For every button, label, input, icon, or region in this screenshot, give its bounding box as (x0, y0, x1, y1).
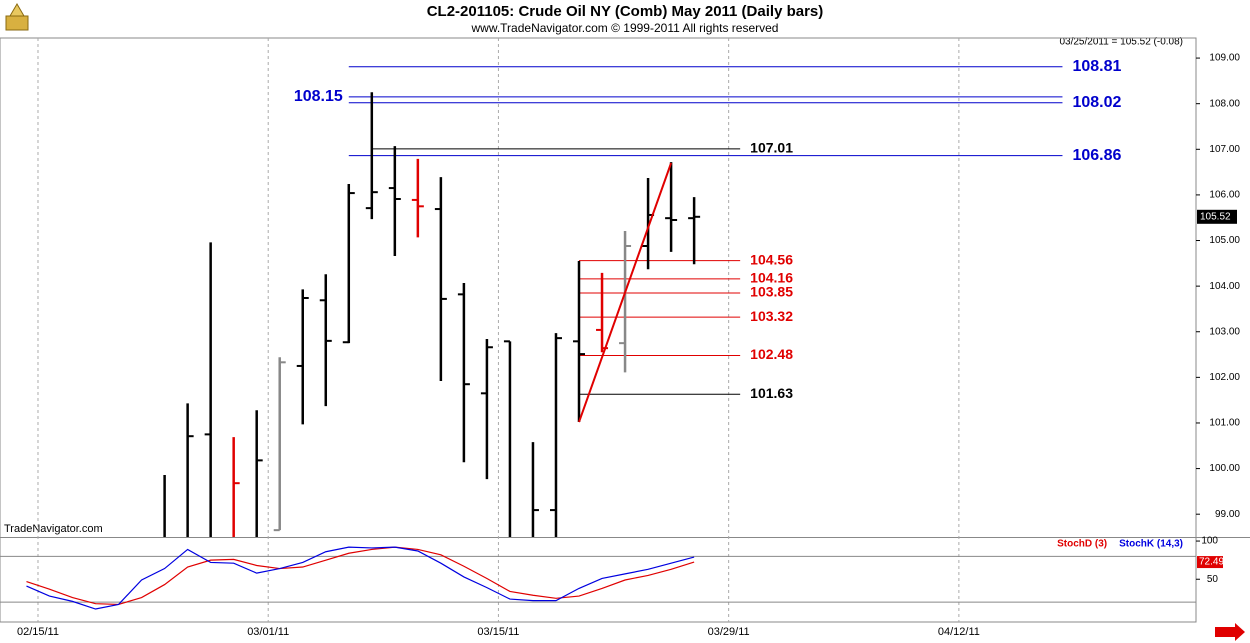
ohlc-bar (434, 177, 447, 382)
title: CL2-201105: Crude Oil NY (Comb) May 2011… (427, 3, 824, 20)
level-label: 104.16 (750, 270, 793, 286)
logo (5, 3, 29, 31)
level-label: 106.86 (1072, 147, 1121, 164)
legend-entry: StochK (14,3) (1119, 539, 1183, 550)
scroll-arrow[interactable] (1215, 623, 1245, 641)
level-label: 107.01 (750, 140, 793, 156)
ohlc-bar (163, 474, 166, 537)
level-label: 103.85 (750, 284, 793, 300)
stoch-line (26, 546, 695, 610)
level-label: 108.81 (1072, 58, 1121, 75)
ohlc-bar (480, 339, 493, 480)
level-label: 101.63 (750, 385, 793, 401)
ohlc-bar (457, 282, 470, 463)
y-tick-label: 104.00 (1209, 281, 1240, 292)
last-price-box (1197, 209, 1237, 224)
ohlc-bar (503, 340, 512, 537)
level-label: 108.15 (294, 88, 343, 105)
stoch-line (26, 546, 695, 606)
level-label: 102.48 (750, 346, 793, 362)
last-price-label: 105.52 (1200, 211, 1231, 222)
y-tick-label: 105.00 (1209, 235, 1240, 246)
stoch-plot (26, 546, 695, 610)
ohlc-bar (388, 146, 401, 257)
trendline (578, 162, 673, 423)
ohlc-bar (255, 410, 263, 537)
ohlc-bar (365, 92, 378, 220)
x-tick-label: 04/12/11 (938, 626, 980, 638)
last-value-label: 72.49 (1199, 557, 1224, 568)
y-tick-label: 108.00 (1209, 98, 1240, 109)
y-tick-label: 101.00 (1209, 418, 1240, 429)
level-label: 103.32 (750, 308, 793, 324)
ohlc-bar (531, 442, 539, 537)
watermark: TradeNavigator.com (4, 523, 103, 535)
ohlc-bar (619, 230, 632, 373)
ohlc-bar (319, 274, 332, 407)
y-tick-label: 106.00 (1209, 190, 1240, 201)
subtitle: www.TradeNavigator.com © 1999-2011 All r… (471, 21, 779, 35)
ohlc-bar (296, 289, 309, 425)
ohlc-bar (273, 357, 286, 532)
ohlc-bar (186, 403, 194, 537)
ohlc-bar (342, 183, 355, 344)
y-tick-label: 99.00 (1215, 509, 1240, 520)
y-tick-label: 109.00 (1209, 53, 1240, 64)
price-plot (163, 66, 1063, 537)
last-value-box (1197, 556, 1223, 569)
x-tick-label: 02/15/11 (17, 626, 59, 638)
y-tick-label: 100.00 (1209, 463, 1240, 474)
y-tick-label: 50 (1207, 574, 1219, 585)
ohlc-bar (549, 333, 562, 537)
y-tick-label: 103.00 (1209, 326, 1240, 337)
ohlc-bar (665, 162, 678, 252)
y-tick-label: 100 (1201, 536, 1218, 547)
x-tick-label: 03/01/11 (247, 626, 289, 638)
frame (0, 37, 1197, 623)
ohlc-bar (411, 158, 424, 238)
legend-entry: StochD (3) (1057, 539, 1107, 550)
ohlc-bar (573, 261, 586, 423)
level-label: 108.02 (1072, 94, 1121, 111)
ohlc-bar (232, 437, 240, 537)
y-tick-label: 102.00 (1209, 372, 1240, 383)
level-label: 104.56 (750, 251, 793, 267)
y-tick-label: 107.00 (1209, 144, 1240, 155)
x-tick-label: 03/15/11 (477, 626, 519, 638)
info: 03/25/2011 = 105.52 (-0.08) (1059, 37, 1183, 48)
x-tick-label: 03/29/11 (708, 626, 750, 638)
ohlc-bar (688, 197, 701, 265)
ohlc-bar (204, 242, 212, 537)
